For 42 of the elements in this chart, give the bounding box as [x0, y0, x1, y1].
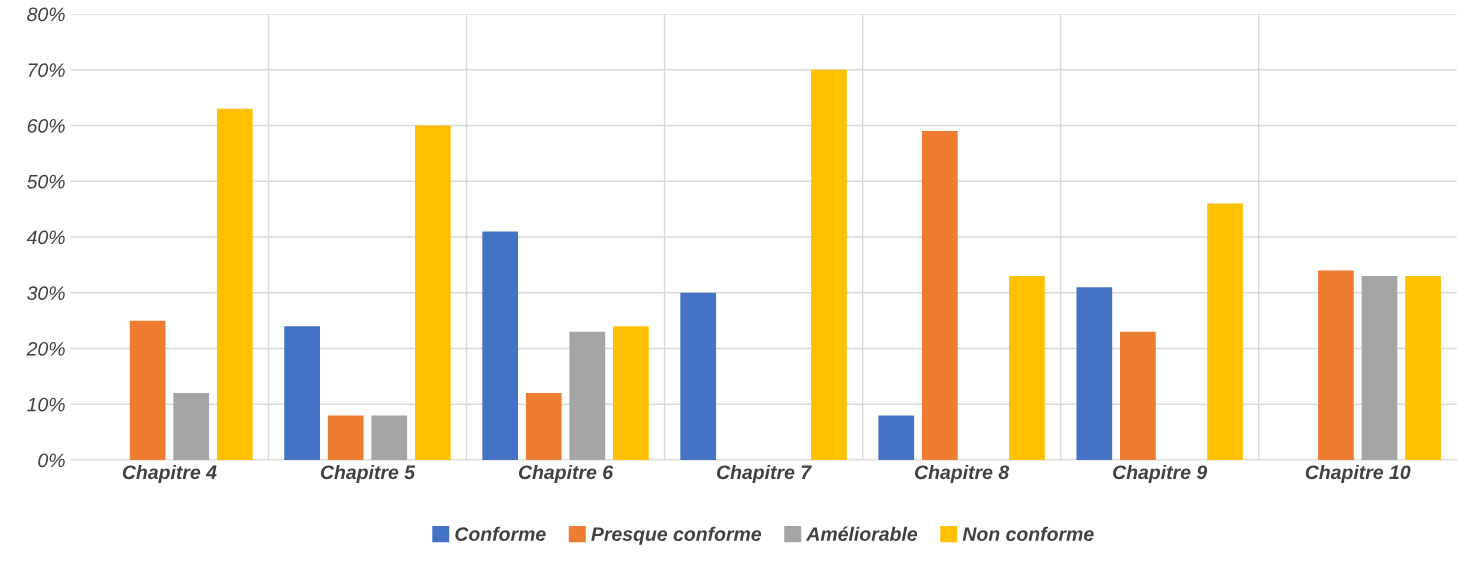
- bar: [1361, 276, 1398, 461]
- bar: [129, 320, 166, 461]
- bar: [1076, 287, 1113, 461]
- x-tick-label: Chapitre 4: [122, 464, 217, 484]
- bar: [878, 415, 915, 461]
- x-tick-label: Chapitre 5: [320, 464, 416, 484]
- x-tick-label: Chapitre 8: [915, 464, 1010, 484]
- x-tick-label: Chapitre 9: [1113, 464, 1208, 484]
- bar: [327, 415, 364, 461]
- y-tick-label: 10%: [27, 397, 65, 412]
- y-tick-label: 60%: [27, 118, 65, 133]
- y-tick-label: 70%: [28, 63, 65, 78]
- bar: [613, 326, 649, 461]
- bar: [1009, 276, 1045, 461]
- y-tick-label: 20%: [26, 341, 65, 356]
- bar: [414, 125, 451, 461]
- bar: [284, 326, 320, 461]
- bar: [811, 69, 847, 461]
- x-tick-label: Chapitre 7: [716, 464, 812, 484]
- y-tick-label: 80%: [27, 7, 65, 22]
- legend-label: Améliorable: [805, 526, 918, 541]
- y-tick-label: 40%: [26, 230, 65, 245]
- bar: [173, 393, 210, 461]
- x-tick-label: Chapitre 10: [1305, 464, 1411, 484]
- bar: [216, 108, 253, 461]
- y-tick-label: 0%: [38, 453, 65, 468]
- y-tick-label: 30%: [27, 286, 65, 301]
- legend-label: Non conforme: [962, 526, 1094, 541]
- bar: [1207, 203, 1243, 461]
- bar: [371, 415, 408, 461]
- bar: [569, 331, 606, 461]
- bar: [680, 292, 717, 461]
- legend-label: Conforme: [455, 526, 546, 541]
- bar: [1405, 276, 1441, 461]
- x-tick-label: Chapitre 6: [518, 464, 614, 484]
- bar: [1318, 270, 1354, 461]
- bar: [1120, 331, 1156, 461]
- y-tick-label: 50%: [27, 174, 65, 189]
- bar: [921, 131, 958, 461]
- bar: [482, 231, 519, 461]
- legend-label: Presque conforme: [591, 526, 762, 545]
- bar: [525, 393, 562, 461]
